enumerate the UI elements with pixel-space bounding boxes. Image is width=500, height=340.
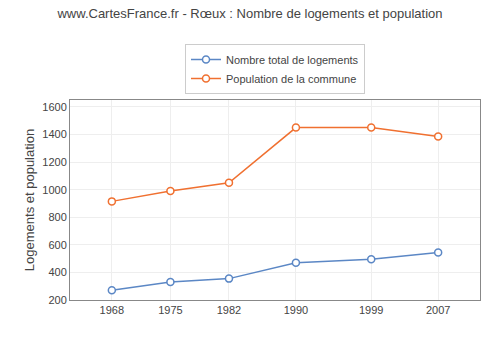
svg-text:600: 600 [48,239,66,251]
svg-text:200: 200 [48,294,66,306]
svg-text:1999: 1999 [359,304,383,316]
svg-text:1975: 1975 [158,304,182,316]
svg-text:1990: 1990 [284,304,308,316]
svg-text:1968: 1968 [100,304,124,316]
svg-text:400: 400 [48,266,66,278]
svg-text:1000: 1000 [42,184,66,196]
svg-text:Nombre total de logements: Nombre total de logements [226,54,359,66]
svg-text:1982: 1982 [217,304,241,316]
svg-text:Population de la commune: Population de la commune [226,73,356,85]
svg-text:1200: 1200 [42,156,66,168]
svg-text:Logements et population: Logements et population [22,129,37,271]
svg-text:800: 800 [48,211,66,223]
svg-text:www.CartesFrance.fr - Rœux : N: www.CartesFrance.fr - Rœux : Nombre de l… [56,6,442,21]
svg-text:1600: 1600 [42,101,66,113]
svg-text:1400: 1400 [42,128,66,140]
svg-text:2007: 2007 [426,304,450,316]
